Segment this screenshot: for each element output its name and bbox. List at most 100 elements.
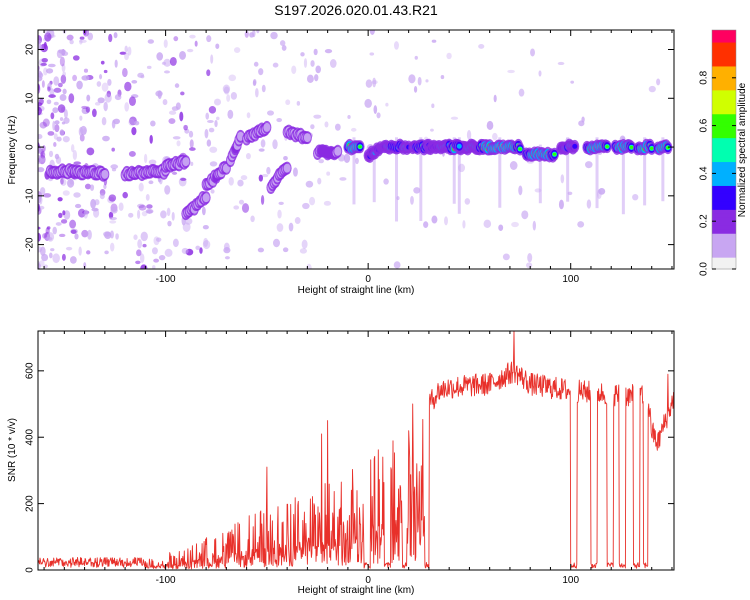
colorbar-swatch: [712, 33, 736, 39]
spectrogram-noise-cell: [272, 238, 281, 248]
spectrogram-noise-cell: [466, 130, 472, 140]
spectrogram-noise-cell: [201, 206, 206, 216]
spectrogram-noise-cell: [40, 62, 47, 66]
spectrogram-noise-cell: [127, 46, 132, 56]
colorbar-swatch: [712, 189, 736, 194]
spectrogram-noise-cell: [182, 222, 191, 232]
spectrogram-noise-cell: [301, 239, 308, 249]
spectrogram-noise-cell: [171, 106, 179, 111]
spectrogram-streak: [352, 137, 356, 205]
spectrogram-noise-cell: [266, 166, 271, 175]
spectrogram-noise-cell: [187, 48, 194, 53]
colorbar-label: Normalized spectral amplitude: [737, 82, 748, 217]
colorbar-swatch: [712, 141, 736, 147]
spectrogram-noise-cell: [223, 247, 231, 254]
colorbar-swatch: [712, 93, 736, 99]
spectrogram-noise-cell: [102, 135, 110, 142]
colorbar-swatch: [712, 245, 736, 250]
snr-panel: -100 0 100 0 200 400 600 Height of straight l…: [7, 330, 675, 596]
spectrogram-noise-cell: [39, 246, 46, 256]
spectrogram-noise-cell: [526, 262, 533, 269]
spectrogram-noise-cell: [79, 36, 85, 40]
spectrogram-x-tick-label: -100: [156, 274, 176, 285]
spectrogram-noise-cell: [277, 209, 282, 219]
spectrogram-noise-cell: [56, 136, 62, 142]
spectrogram-noise-cell: [227, 109, 234, 119]
spectrogram-noise-cell: [205, 112, 210, 120]
spectrogram-streak: [595, 137, 599, 209]
spectrogram-noise-cell: [79, 115, 83, 121]
spectrogram-noise-cell: [226, 94, 231, 102]
spectrogram-noise-cell: [108, 194, 117, 202]
spectrogram-noise-cell: [111, 147, 115, 152]
spectrogram-noise-cell: [134, 120, 140, 126]
spectrogram-noise-cell: [59, 56, 65, 67]
spectrogram-noise-cell: [38, 203, 41, 212]
spectrogram-noise-cell: [38, 260, 41, 269]
snr-y-ticks: 0 200 400 600: [25, 362, 674, 573]
colorbar-tick-label: 0.6: [699, 118, 710, 132]
spectrogram-noise-cell: [109, 220, 117, 224]
colorbar-swatch: [712, 225, 736, 230]
spectrogram-noise-cell: [39, 44, 43, 52]
spectrogram-noise-cell: [189, 139, 194, 149]
spectrogram-noise-cell: [70, 144, 75, 153]
spectrogram-noise-cell: [133, 234, 138, 240]
spectrogram-noise-cell: [276, 117, 283, 123]
spectrogram-noise-cell: [65, 246, 73, 251]
spectrogram-noise-cell: [87, 229, 92, 240]
spectrogram-noise-cell: [230, 92, 237, 100]
spectrogram-noise-cell: [68, 93, 75, 104]
colorbar-swatch: [712, 193, 736, 198]
snr-x-ticks: -100 0 100: [43, 331, 673, 586]
spectrogram-y-tick-label: 10: [25, 92, 36, 104]
spectrogram-noise-cell: [81, 105, 88, 109]
spectrogram-noise-cell: [266, 110, 274, 116]
spectrogram-noise-cell: [431, 39, 437, 43]
spectrogram-noise-cell: [148, 180, 154, 185]
spectrogram-noise-cell: [309, 196, 316, 206]
spectrogram-noise-cell: [570, 80, 575, 84]
spectrogram-noise-cell: [67, 178, 75, 188]
spectrogram-noise-cell: [147, 39, 155, 44]
spectrogram-noise-cell: [57, 104, 66, 113]
colorbar-swatch: [712, 265, 736, 270]
spectrogram-noise-cell: [314, 74, 319, 82]
spectrogram-noise-cell: [223, 86, 230, 95]
spectrogram-noise-cell: [222, 84, 231, 94]
spectrogram-noise-cell: [62, 210, 66, 216]
colorbar-swatch: [712, 253, 736, 258]
spectrogram-noise-cell: [203, 237, 209, 247]
spectrogram-noise-cell: [62, 88, 67, 95]
spectrogram-noise-cell: [86, 250, 91, 255]
spectrogram-noise-cell: [174, 83, 180, 88]
spectrogram-noise-cell: [91, 207, 99, 212]
colorbar-swatch: [712, 37, 736, 43]
spectrogram-noise-cell: [53, 76, 60, 86]
spectrogram-ridge-mid: [182, 157, 190, 167]
spectrogram-noise-cell: [324, 48, 333, 54]
spectrogram-noise-cell: [313, 48, 318, 56]
colorbar-swatch: [712, 233, 736, 238]
spectrogram-y-tick-label: -10: [25, 188, 36, 203]
spectrogram-streak: [395, 137, 399, 222]
spectrogram-noise-cell: [78, 246, 82, 256]
colorbar-swatch: [712, 221, 736, 226]
spectrogram-noise-cell: [62, 135, 70, 143]
spectrogram-noise-cell: [376, 112, 381, 119]
spectrogram-noise-cell: [208, 127, 215, 133]
spectrogram-noise-cell: [50, 112, 55, 120]
spectrogram-noise-cell: [38, 106, 42, 116]
colorbar-swatch: [712, 177, 736, 182]
colorbar-swatch: [712, 197, 736, 202]
spectrogram-noise-cell: [260, 195, 265, 205]
spectrogram-ridge-core: [552, 152, 557, 156]
spectrogram-noise-cell: [334, 123, 341, 131]
spectrogram-noise-cell: [161, 61, 167, 65]
spectrogram-noise-cell: [172, 136, 181, 140]
spectrogram-noise-cell: [38, 102, 43, 107]
spectrogram-frame: [37, 29, 675, 270]
colorbar-swatch: [712, 169, 736, 174]
spectrogram-noise-cell: [39, 187, 46, 195]
